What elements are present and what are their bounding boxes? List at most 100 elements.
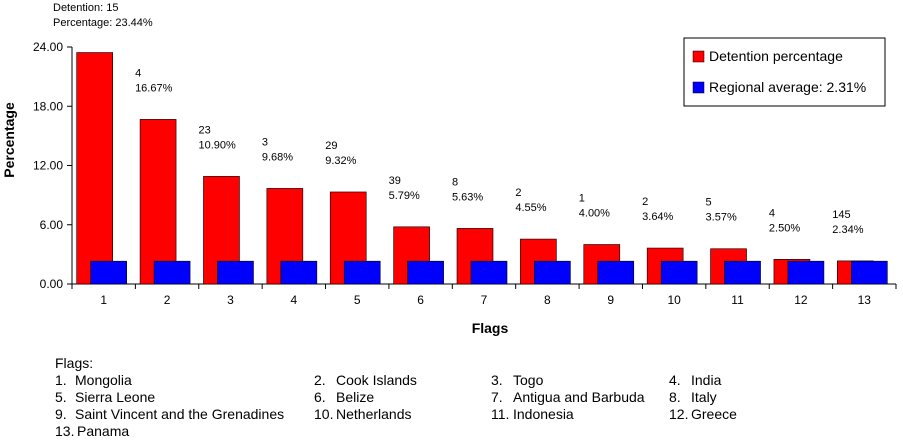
flag-key-item: 8. Italy xyxy=(669,389,717,406)
x-tick-label: 2 xyxy=(164,293,171,307)
flag-key-item: 7. Antigua and Barbuda xyxy=(491,389,645,406)
data-label-count: 1 xyxy=(579,193,585,205)
regional-average-bar xyxy=(280,260,318,285)
x-tick-label: 13 xyxy=(858,293,872,307)
regional-average-bar xyxy=(407,260,444,285)
flag-key-number: 2. xyxy=(314,372,326,388)
y-axis-title: Percentage xyxy=(1,102,17,178)
flag-key-number: 9. xyxy=(55,406,67,422)
flag-key-name: Antigua and Barbuda xyxy=(513,389,645,405)
flag-key-name: Italy xyxy=(691,389,717,405)
data-label-percentage: 5.63% xyxy=(452,191,483,203)
data-label-count: 145 xyxy=(832,209,850,221)
flag-key-number: 6. xyxy=(314,389,326,405)
regional-average-bar xyxy=(217,260,254,285)
data-label-percentage: 2.34% xyxy=(832,224,863,236)
data-label-percentage: 3.57% xyxy=(706,212,737,224)
data-label-percentage: 2.50% xyxy=(769,222,800,234)
legend-swatch-detention xyxy=(692,50,705,63)
flag-key-number: 4. xyxy=(669,372,681,388)
regional-average-bar xyxy=(660,260,698,285)
data-label-percentage: 3.64% xyxy=(642,211,673,223)
y-tick-label: 24.00 xyxy=(33,40,63,54)
data-label-percentage: 5.79% xyxy=(389,190,420,202)
legend-label-regional: Regional average: 2.31% xyxy=(709,79,866,95)
legend-box xyxy=(683,37,886,107)
x-tick-label: 3 xyxy=(227,293,234,307)
detention-bar xyxy=(139,119,177,285)
flag-key-number: 8. xyxy=(669,389,681,405)
detention-bar xyxy=(76,52,113,285)
flag-key-number: 3. xyxy=(491,372,503,388)
x-tick-label: 12 xyxy=(794,293,808,307)
x-tick-label: 6 xyxy=(417,293,424,307)
flag-key-item: 11. Indonesia xyxy=(491,406,574,423)
legend-swatch-regional xyxy=(692,81,705,94)
x-axis: 1 2 3 4 5 6 7 8 9 10 11 12 13 xyxy=(71,283,897,307)
regional-average-bar xyxy=(787,260,825,285)
regional-average-bar xyxy=(153,260,191,285)
flag-key-item: 3. Togo xyxy=(491,372,543,389)
data-label-count: 2 xyxy=(642,196,648,208)
flag-key-item: 9. Saint Vincent and the Grenadines xyxy=(55,406,284,423)
flag-key-number: 12. xyxy=(669,406,689,422)
data-label-percentage: 9.32% xyxy=(325,155,356,167)
flag-key-name: Mongolia xyxy=(75,372,132,388)
x-axis-title: Flags xyxy=(472,320,509,336)
data-label-percentage: 4.00% xyxy=(579,208,610,220)
x-tick-label: 7 xyxy=(481,293,488,307)
flag-key-number: 5. xyxy=(55,389,67,405)
data-label-count: 5 xyxy=(706,197,712,209)
flag-key-number: 13. xyxy=(55,423,75,439)
regional-average-bar xyxy=(534,260,571,285)
y-tick-label: 6.00 xyxy=(40,218,64,232)
data-label-count: 4 xyxy=(135,67,141,79)
x-tick-label: 5 xyxy=(354,293,361,307)
regional-average-bar xyxy=(343,260,381,285)
bars xyxy=(76,52,888,285)
flag-key-item: 4. India xyxy=(669,372,721,389)
flag-key-name: Greece xyxy=(691,406,737,422)
flag-key-name: Saint Vincent and the Grenadines xyxy=(75,406,285,422)
data-label-count: 2 xyxy=(515,187,521,199)
flag-key-name: Togo xyxy=(513,372,544,388)
flag-key-item: 12. Greece xyxy=(669,406,737,423)
data-label-percentage: 9.68% xyxy=(262,151,293,163)
x-tick-label: 1 xyxy=(100,293,107,307)
flag-key-name: Sierra Leone xyxy=(75,389,156,405)
flag-key-item: 5. Sierra Leone xyxy=(55,389,155,406)
x-tick-label: 8 xyxy=(544,293,551,307)
y-tick-label: 18.00 xyxy=(33,99,63,113)
x-tick-label: 4 xyxy=(291,293,298,307)
data-label-percentage: 10.90% xyxy=(198,139,236,151)
data-label-count: 8 xyxy=(452,176,458,188)
flag-key-name: Indonesia xyxy=(513,406,574,422)
y-tick-label: 12.00 xyxy=(33,159,63,173)
flag-key-item: 6. Belize xyxy=(314,389,374,406)
data-label-count: Detention: 15 xyxy=(53,2,118,14)
flags-key: Flags: 1. Mongolia 2. Cook Islands 3. Togo 4. I… xyxy=(55,355,895,441)
regional-average-bar xyxy=(90,260,127,285)
flag-key-item: 10. Netherlands xyxy=(314,406,412,423)
regional-average-bar xyxy=(597,260,635,285)
data-label-percentage: Percentage: 23.44% xyxy=(53,17,153,29)
x-tick-label: 10 xyxy=(667,293,681,307)
y-axis: 0.00 6.00 12.00 18.00 24.00 xyxy=(33,40,73,291)
flag-key-name: Belize xyxy=(336,389,375,405)
data-label-count: 39 xyxy=(389,175,401,187)
data-label-count: 4 xyxy=(769,207,775,219)
legend: Detention percentage Regional average: 2… xyxy=(683,37,886,107)
flag-key-item: 13. Panama xyxy=(55,423,129,440)
data-label-percentage: 4.55% xyxy=(515,202,546,214)
x-tick-label: 9 xyxy=(607,293,614,307)
regional-average-bar xyxy=(724,260,761,285)
flag-key-name: India xyxy=(691,372,722,388)
regional-average-bar xyxy=(851,260,888,285)
flag-key-item: 2. Cook Islands xyxy=(314,372,417,389)
legend-label-detention: Detention percentage xyxy=(709,48,843,64)
regional-average-bar xyxy=(470,260,508,285)
flag-key-number: 11. xyxy=(491,406,510,422)
flag-key-name: Panama xyxy=(77,423,130,439)
